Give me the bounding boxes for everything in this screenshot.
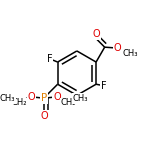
Text: O: O (53, 92, 61, 102)
Text: O: O (92, 29, 100, 39)
Text: F: F (47, 54, 53, 64)
Text: P: P (41, 93, 47, 103)
Text: O: O (114, 43, 121, 53)
Text: CH₃: CH₃ (73, 94, 88, 103)
Text: CH₂: CH₂ (12, 98, 28, 107)
Text: CH₃: CH₃ (123, 49, 138, 58)
Text: CH₃: CH₃ (0, 94, 15, 103)
Text: F: F (101, 81, 107, 91)
Text: CH₂: CH₂ (61, 98, 76, 107)
Text: O: O (40, 111, 48, 121)
Text: O: O (27, 92, 35, 102)
